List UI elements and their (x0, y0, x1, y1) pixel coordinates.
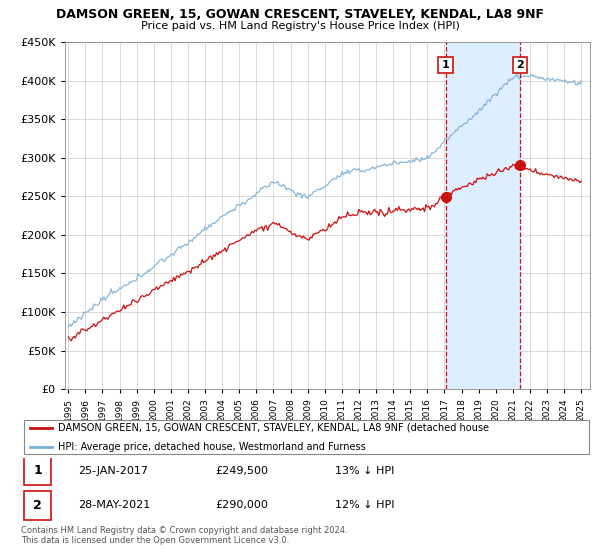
Text: DAMSON GREEN, 15, GOWAN CRESCENT, STAVELEY, KENDAL, LA8 9NF (detached house: DAMSON GREEN, 15, GOWAN CRESCENT, STAVEL… (58, 423, 489, 433)
FancyBboxPatch shape (24, 491, 51, 520)
Text: £290,000: £290,000 (215, 500, 268, 510)
Text: 2: 2 (33, 498, 42, 512)
Text: £249,500: £249,500 (215, 466, 268, 476)
Text: This data is licensed under the Open Government Licence v3.0.: This data is licensed under the Open Gov… (21, 536, 289, 545)
Text: Price paid vs. HM Land Registry's House Price Index (HPI): Price paid vs. HM Land Registry's House … (140, 21, 460, 31)
Bar (446, 42, 520, 389)
FancyBboxPatch shape (24, 420, 589, 455)
Text: HPI: Average price, detached house, Westmorland and Furness: HPI: Average price, detached house, West… (58, 442, 366, 452)
Text: 28-MAY-2021: 28-MAY-2021 (78, 500, 151, 510)
FancyBboxPatch shape (24, 456, 51, 486)
Text: 12% ↓ HPI: 12% ↓ HPI (335, 500, 395, 510)
Text: 1: 1 (33, 464, 42, 477)
Text: DAMSON GREEN, 15, GOWAN CRESCENT, STAVELEY, KENDAL, LA8 9NF: DAMSON GREEN, 15, GOWAN CRESCENT, STAVEL… (56, 8, 544, 21)
Text: 25-JAN-2017: 25-JAN-2017 (78, 466, 148, 476)
Text: Contains HM Land Registry data © Crown copyright and database right 2024.: Contains HM Land Registry data © Crown c… (21, 526, 347, 535)
Text: 2: 2 (516, 60, 524, 70)
Text: 13% ↓ HPI: 13% ↓ HPI (335, 466, 395, 476)
Text: 1: 1 (442, 60, 449, 70)
